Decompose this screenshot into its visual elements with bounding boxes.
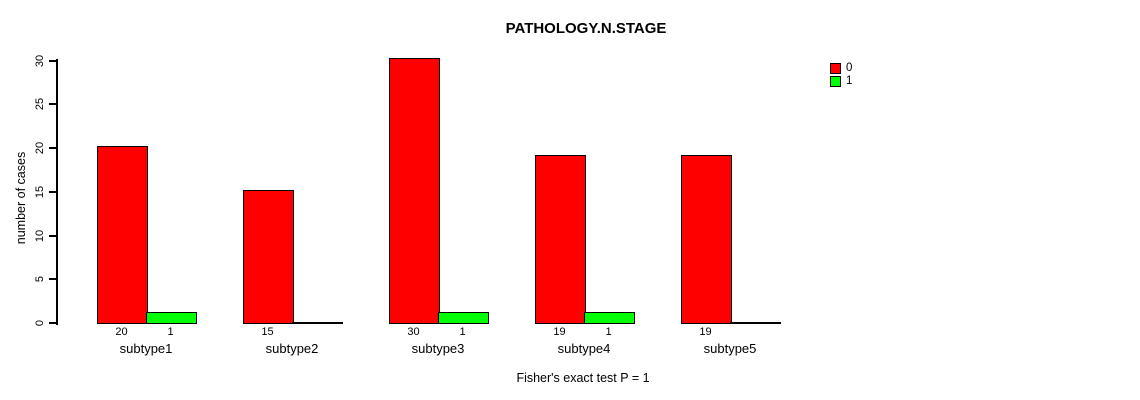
bar-1-subtype4: [584, 312, 635, 324]
category-label-subtype2: subtype2: [265, 341, 319, 356]
zero-bar-line: [730, 322, 781, 324]
y-tick: [49, 147, 56, 149]
bar-0-subtype1: [97, 146, 148, 324]
annotation-text: Fisher's exact test P = 1: [516, 371, 650, 385]
bar-value-label: 19: [553, 326, 566, 338]
bar-value-label: 30: [407, 326, 420, 338]
category-label-subtype1: subtype1: [119, 341, 173, 356]
bar-1-subtype3: [438, 312, 489, 324]
legend-swatch-1: [830, 75, 841, 87]
legend-row: 0: [830, 62, 852, 74]
category-label-subtype5: subtype5: [703, 341, 757, 356]
y-tick: [49, 190, 56, 193]
legend-label: 0: [846, 62, 853, 74]
legend-label: 1: [846, 75, 853, 87]
y-axis-label: number of cases: [14, 151, 28, 245]
zero-bar-line: [292, 322, 343, 324]
y-axis-line: [56, 59, 58, 325]
chart-title: PATHOLOGY.N.STAGE: [505, 20, 667, 37]
bar-value-label: 19: [699, 326, 712, 338]
y-tick-label: 30: [34, 54, 46, 67]
bar-value-label: 1: [459, 326, 466, 338]
bar-0-subtype3: [389, 58, 440, 324]
y-tick-label: 5: [34, 276, 46, 283]
bar-value-label: 1: [605, 326, 612, 338]
y-tick: [49, 234, 56, 237]
bar-value-label: 1: [167, 326, 174, 338]
y-tick: [49, 59, 56, 62]
bar-0-subtype4: [535, 155, 586, 324]
bar-0-subtype5: [681, 155, 732, 324]
bar-value-label: 15: [261, 326, 274, 338]
legend-row: 1: [830, 75, 852, 87]
category-label-subtype4: subtype4: [557, 341, 611, 356]
y-tick: [49, 278, 56, 281]
category-label-subtype3: subtype3: [411, 341, 465, 356]
y-tick-label: 20: [34, 141, 46, 155]
y-tick-label: 10: [34, 229, 46, 242]
y-tick-label: 15: [34, 185, 46, 198]
bar-0-subtype2: [243, 190, 294, 324]
y-tick-label: 25: [34, 98, 46, 111]
legend-swatch-0: [830, 62, 841, 74]
bar-value-label: 20: [115, 326, 128, 338]
y-tick-label: 0: [34, 319, 46, 327]
y-tick: [49, 103, 56, 106]
bar-1-subtype1: [146, 312, 197, 324]
y-tick: [49, 322, 56, 324]
